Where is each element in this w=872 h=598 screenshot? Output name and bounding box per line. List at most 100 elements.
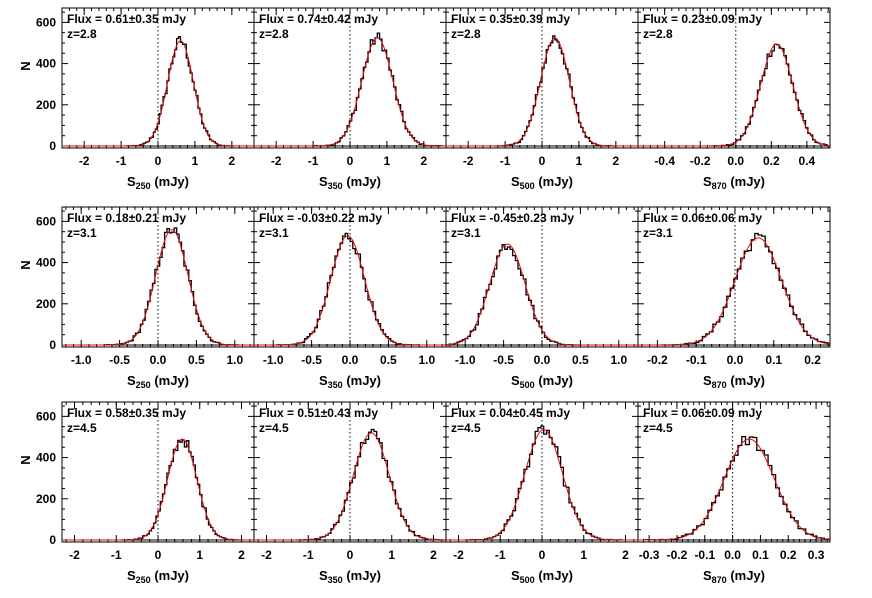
gaussian-fit-curve (254, 235, 446, 346)
x-tick-label: 0.1 (752, 548, 769, 562)
y-tick-label: 600 (36, 15, 56, 29)
x-tick-label: 0.4 (799, 154, 816, 168)
x-tick-label: -0.5 (109, 353, 130, 367)
x-tick-label: 0.2 (780, 548, 797, 562)
y-tick-label: 200 (36, 297, 56, 311)
x-axis-label: S500 (mJy) (511, 568, 573, 585)
x-tick-label: 2 (229, 154, 236, 168)
flux-annotation: Flux = 0.74±0.42 mJy (259, 12, 378, 26)
x-tick-label: 2 (613, 154, 620, 168)
histogram-series (312, 32, 443, 147)
histogram-series (445, 244, 582, 346)
x-axis-label: S870 (mJy) (703, 373, 765, 390)
x-tick-label: 1 (192, 154, 199, 168)
x-tick-label: 0.0 (150, 353, 167, 367)
histogram-series (295, 428, 446, 541)
x-axis-label: S250 (mJy) (127, 174, 189, 191)
gaussian-fit-curve (638, 237, 831, 346)
x-tick-label: -1.0 (455, 353, 476, 367)
x-tick-label: 0.3 (808, 548, 825, 562)
x-tick-label: 2 (238, 548, 245, 562)
y-tick-label: 200 (36, 492, 56, 506)
panel-frame (637, 401, 831, 543)
y-tick-label: 600 (36, 214, 56, 228)
x-axis-label: S350 (mJy) (319, 568, 381, 585)
x-tick-label: -1 (500, 154, 511, 168)
x-tick-label: -0.3 (639, 548, 660, 562)
x-tick-label: -0.2 (647, 353, 668, 367)
y-tick-label: 200 (36, 98, 56, 112)
x-tick-label: 1 (384, 154, 391, 168)
x-tick-label: -1 (303, 548, 314, 562)
x-axis-label: S250 (mJy) (127, 568, 189, 585)
redshift-annotation: z=4.5 (643, 421, 673, 435)
redshift-annotation: z=3.1 (67, 226, 97, 240)
gaussian-fit-curve (446, 37, 638, 147)
flux-annotation: Flux = -0.45±0.23 mJy (451, 211, 574, 225)
redshift-annotation: z=3.1 (259, 226, 289, 240)
x-tick-label: -0.1 (694, 548, 715, 562)
redshift-annotation: z=2.8 (643, 27, 673, 41)
x-tick-label: 0.5 (380, 353, 397, 367)
histogram-series (464, 425, 623, 541)
flux-annotation: Flux = 0.06±0.06 mJy (643, 211, 762, 225)
x-tick-label: 0.0 (724, 548, 741, 562)
x-tick-label: -0.1 (686, 353, 707, 367)
redshift-annotation: z=4.5 (67, 421, 97, 435)
x-axis-label: S350 (mJy) (319, 373, 381, 390)
x-tick-label: 0 (155, 548, 162, 562)
redshift-annotation: z=4.5 (451, 421, 481, 435)
flux-annotation: Flux = -0.03±0.22 mJy (259, 211, 382, 225)
x-tick-label: -2 (271, 154, 282, 168)
histogram-series (643, 435, 830, 541)
x-tick-label: 0.0 (342, 353, 359, 367)
x-tick-label: -0.5 (493, 353, 514, 367)
x-tick-label: 0 (347, 548, 354, 562)
x-tick-label: 1.0 (226, 353, 243, 367)
histogram-series (120, 439, 244, 541)
x-tick-label: 0 (539, 154, 546, 168)
x-tick-label: 0.5 (188, 353, 205, 367)
y-axis-label: N (18, 455, 33, 464)
x-axis-label: S870 (mJy) (703, 174, 765, 191)
flux-annotation: Flux = 0.04±0.45 mJy (451, 406, 570, 420)
x-tick-label: -2 (69, 548, 80, 562)
flux-annotation: Flux = 0.61±0.35 mJy (67, 12, 186, 26)
x-tick-label: 1 (388, 548, 395, 562)
x-tick-label: 2 (622, 548, 629, 562)
histogram-series (276, 232, 419, 346)
x-tick-label: 0.2 (804, 353, 821, 367)
x-tick-label: 1 (576, 154, 583, 168)
x-tick-label: -2 (79, 154, 90, 168)
gaussian-fit-curve (62, 229, 254, 346)
x-tick-label: 0.1 (765, 353, 782, 367)
redshift-annotation: z=2.8 (451, 27, 481, 41)
x-tick-label: 2 (430, 548, 437, 562)
y-tick-label: 0 (49, 533, 56, 547)
histogram-series (494, 35, 616, 147)
gaussian-fit-curve (62, 40, 254, 147)
x-tick-label: -2 (261, 548, 272, 562)
x-tick-label: -1 (495, 548, 506, 562)
flux-annotation: Flux = 0.23±0.09 mJy (643, 12, 762, 26)
x-tick-label: 1 (196, 548, 203, 562)
flux-annotation: Flux = 0.51±0.43 mJy (259, 406, 378, 420)
y-tick-label: 400 (36, 451, 56, 465)
y-tick-label: 400 (36, 256, 56, 270)
x-tick-label: 1.0 (610, 353, 627, 367)
x-tick-label: 0.0 (727, 154, 744, 168)
histogram-series (660, 232, 830, 346)
gaussian-fit-curve (254, 432, 446, 541)
x-tick-label: 1 (580, 548, 587, 562)
x-tick-label: -0.2 (690, 154, 711, 168)
histogram-series (103, 227, 240, 346)
x-tick-label: -2 (453, 548, 464, 562)
histogram-series (709, 43, 831, 147)
x-tick-label: 0.0 (727, 353, 744, 367)
x-tick-label: 0 (155, 154, 162, 168)
y-tick-label: 600 (36, 409, 56, 423)
redshift-annotation: z=4.5 (259, 421, 289, 435)
x-tick-label: -0.5 (301, 353, 322, 367)
x-tick-label: 0 (347, 154, 354, 168)
y-tick-label: 0 (49, 338, 56, 352)
